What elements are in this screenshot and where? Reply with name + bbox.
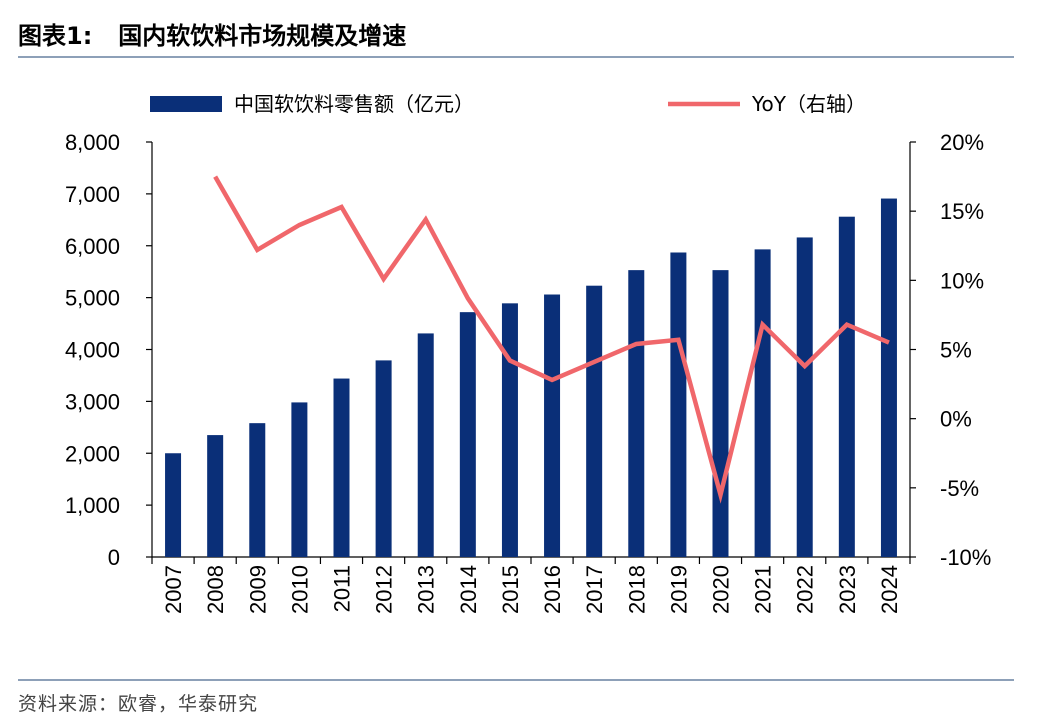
bar-retail-sales bbox=[375, 360, 392, 557]
x-tick-label: 2011 bbox=[330, 565, 355, 612]
chart-title: 国内软饮料市场规模及增速 bbox=[118, 22, 407, 50]
right-tick-label: -5% bbox=[940, 476, 979, 501]
source-note: 资料来源：欧睿，华泰研究 bbox=[18, 679, 1014, 716]
bar-retail-sales bbox=[165, 453, 182, 557]
bar-retail-sales bbox=[459, 312, 476, 557]
x-tick-label: 2008 bbox=[203, 565, 228, 614]
bar-retail-sales bbox=[628, 270, 645, 557]
figure-label: 图表1: bbox=[18, 22, 93, 50]
x-tick-label: 2019 bbox=[666, 565, 691, 614]
left-tick-label: 7,000 bbox=[65, 182, 120, 207]
x-tick-label: 2023 bbox=[835, 565, 860, 614]
left-tick-label: 4,000 bbox=[65, 338, 120, 363]
right-tick-label: -10% bbox=[940, 545, 991, 570]
legend-bar-swatch bbox=[150, 96, 222, 112]
left-tick-label: 5,000 bbox=[65, 286, 120, 311]
x-tick-label: 2017 bbox=[582, 565, 607, 614]
x-tick-label: 2014 bbox=[456, 565, 481, 614]
bar-retail-sales bbox=[586, 285, 603, 557]
legend-bar-label: 中国软饮料零售额（亿元） bbox=[234, 92, 474, 116]
x-tick-label: 2015 bbox=[498, 565, 523, 614]
x-tick-label: 2020 bbox=[709, 565, 734, 614]
bar-retail-sales bbox=[544, 294, 561, 557]
x-tick-label: 2013 bbox=[414, 565, 439, 614]
bar-retail-sales bbox=[417, 333, 434, 557]
left-tick-label: 6,000 bbox=[65, 234, 120, 259]
x-tick-label: 2010 bbox=[287, 565, 312, 614]
left-tick-label: 8,000 bbox=[65, 130, 120, 155]
bar-retail-sales bbox=[291, 402, 308, 557]
left-tick-label: 2,000 bbox=[65, 441, 120, 466]
right-tick-label: 20% bbox=[940, 130, 984, 155]
x-tick-label: 2009 bbox=[245, 565, 270, 614]
x-tick-label: 2016 bbox=[540, 565, 565, 614]
bar-retail-sales bbox=[838, 216, 855, 557]
x-tick-label: 2021 bbox=[751, 565, 776, 614]
bar-retail-sales bbox=[754, 249, 771, 557]
x-tick-label: 2022 bbox=[793, 565, 818, 614]
left-tick-label: 0 bbox=[108, 545, 120, 570]
left-tick-label: 3,000 bbox=[65, 389, 120, 414]
x-tick-label: 2024 bbox=[877, 565, 902, 614]
legend-line-label: YoY（右轴） bbox=[751, 92, 866, 116]
x-tick-label: 2012 bbox=[372, 565, 397, 614]
bar-retail-sales bbox=[249, 423, 266, 557]
right-tick-label: 10% bbox=[940, 268, 984, 293]
x-tick-label: 2018 bbox=[624, 565, 649, 614]
left-tick-label: 1,000 bbox=[65, 493, 120, 518]
chart-title-bar: 图表1: 国内软饮料市场规模及增速 bbox=[18, 16, 1014, 58]
right-tick-label: 0% bbox=[940, 407, 972, 432]
x-tick-label: 2007 bbox=[161, 565, 186, 614]
bar-retail-sales bbox=[712, 270, 729, 557]
right-tick-label: 15% bbox=[940, 199, 984, 224]
right-tick-label: 5% bbox=[940, 338, 972, 363]
bar-retail-sales bbox=[501, 303, 518, 557]
bar-retail-sales bbox=[333, 378, 350, 557]
bar-retail-sales bbox=[207, 435, 224, 557]
bar-retail-sales bbox=[670, 252, 687, 557]
bar-retail-sales bbox=[796, 237, 813, 557]
bar-retail-sales bbox=[880, 198, 897, 557]
